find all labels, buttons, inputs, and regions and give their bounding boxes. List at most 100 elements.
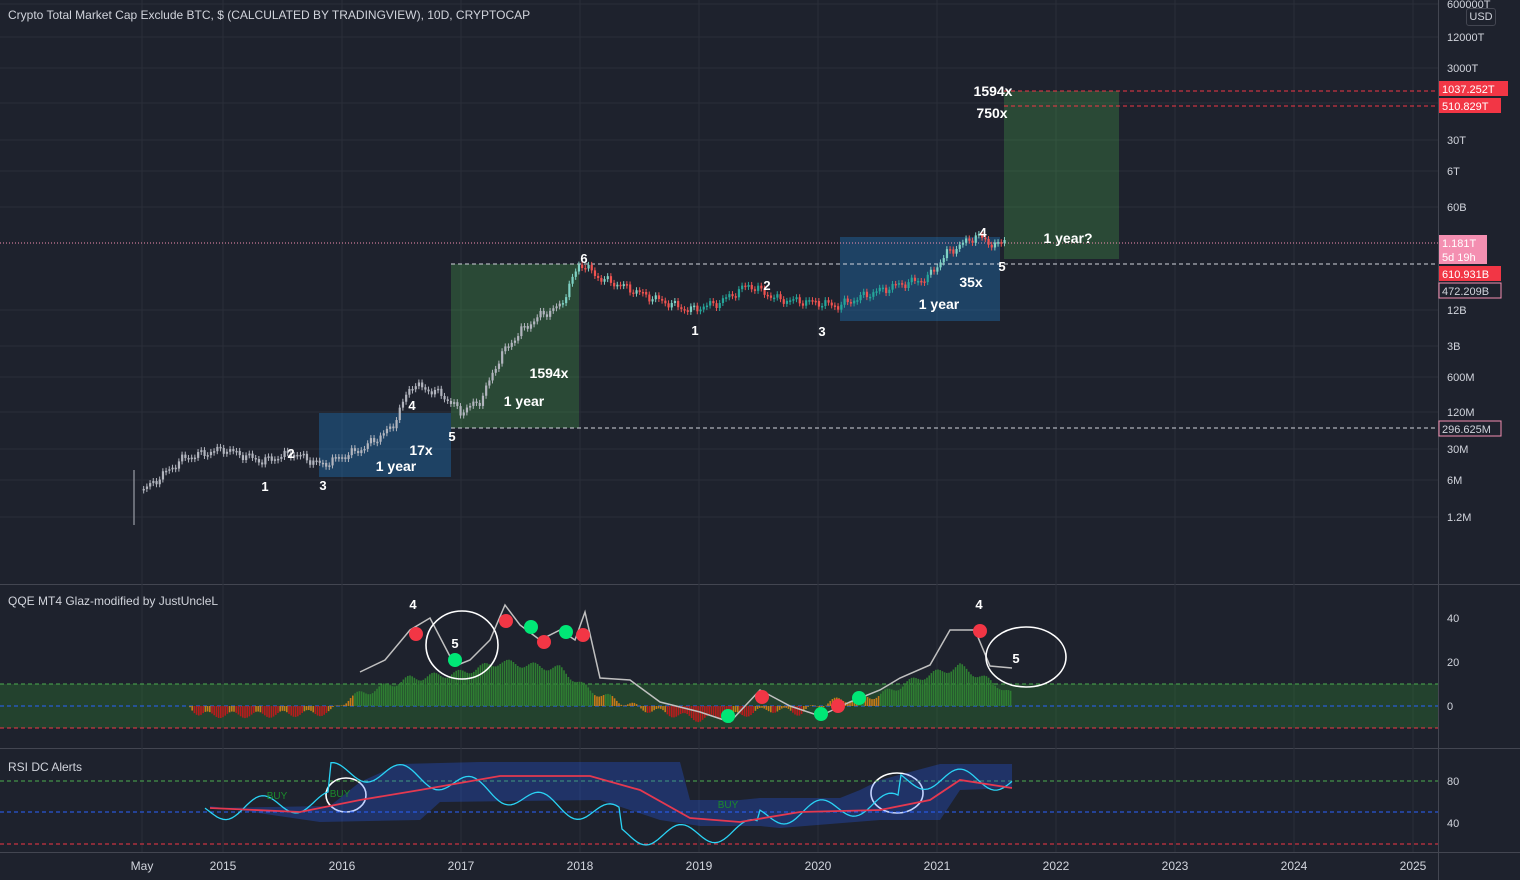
candle-body bbox=[539, 310, 542, 318]
candle-body bbox=[536, 317, 539, 322]
price-axis-label bbox=[1439, 98, 1501, 113]
wave-annotation: 6 bbox=[580, 251, 587, 266]
candle-body bbox=[446, 399, 449, 401]
highlight-circle bbox=[985, 626, 1067, 688]
candle-body bbox=[603, 279, 606, 282]
candle-body bbox=[805, 300, 808, 306]
candle-body bbox=[469, 405, 472, 408]
chart-title: Crypto Total Market Cap Exclude BTC, $ (… bbox=[8, 8, 531, 22]
candle-body bbox=[142, 488, 145, 491]
qqe-line bbox=[359, 603, 1013, 723]
candle-body bbox=[305, 453, 309, 461]
price-axis-label bbox=[1439, 266, 1501, 281]
candle-body bbox=[837, 306, 840, 310]
candle-body bbox=[264, 457, 267, 465]
candle-body bbox=[417, 382, 421, 387]
candle-body bbox=[481, 395, 485, 406]
candle-body bbox=[459, 406, 462, 416]
candle-body bbox=[181, 454, 184, 462]
candle-body bbox=[885, 287, 888, 294]
candle-body bbox=[945, 249, 949, 259]
currency-badge[interactable]: USD bbox=[1466, 8, 1496, 26]
candle-body bbox=[709, 301, 712, 306]
qqe-signal-dot bbox=[537, 635, 551, 649]
candle-body bbox=[779, 294, 782, 300]
candle-body bbox=[337, 457, 341, 459]
candle-body bbox=[475, 401, 478, 404]
candle-body bbox=[651, 299, 654, 302]
candle-body bbox=[229, 449, 232, 452]
candle-body bbox=[241, 455, 245, 461]
measure-box-blue bbox=[840, 237, 1000, 321]
candle-body bbox=[353, 448, 357, 451]
qqe-signal-dot bbox=[721, 709, 735, 723]
candle-body bbox=[888, 289, 891, 294]
candle-body bbox=[593, 270, 597, 276]
wave-annotation: 1594x bbox=[530, 365, 569, 381]
candle-body bbox=[510, 342, 513, 347]
candle-body bbox=[584, 267, 587, 270]
candle-body bbox=[171, 467, 174, 470]
candle-body bbox=[587, 264, 590, 269]
wave-annotation: 3 bbox=[319, 478, 326, 493]
wave-annotation: 1 bbox=[691, 323, 698, 338]
qqe-annotation: 5 bbox=[451, 636, 458, 651]
y-tick-label: 12B bbox=[1447, 305, 1467, 317]
qqe-signal-dot bbox=[755, 690, 769, 704]
candle-body bbox=[645, 291, 648, 295]
qqe-annotation: 5 bbox=[1012, 651, 1019, 666]
qqe-signal-dot bbox=[448, 653, 462, 667]
candle-body bbox=[702, 306, 705, 310]
candle-body bbox=[648, 294, 651, 302]
candle-body bbox=[152, 481, 155, 484]
candle-body bbox=[789, 300, 792, 302]
candle-body bbox=[315, 460, 318, 463]
candle-body bbox=[705, 305, 709, 308]
candle-body bbox=[430, 391, 433, 395]
candle-body bbox=[856, 300, 859, 302]
candle-body bbox=[862, 291, 865, 295]
candle-body bbox=[309, 460, 312, 465]
candle-body bbox=[331, 457, 334, 466]
candle-body bbox=[904, 284, 907, 288]
x-tick-label: 2016 bbox=[329, 859, 356, 873]
candle-body bbox=[254, 457, 257, 460]
candle-body bbox=[405, 394, 408, 402]
measure-box-blue bbox=[319, 413, 451, 477]
price-axis-label-text: 510.829T bbox=[1442, 101, 1489, 113]
candle-body bbox=[373, 438, 376, 443]
wave-annotation: 17x bbox=[409, 442, 433, 458]
candle-body bbox=[750, 284, 753, 290]
rsi-buy-label: BUY bbox=[267, 791, 288, 802]
price-axis-label bbox=[1439, 235, 1487, 250]
candle-body bbox=[270, 456, 273, 461]
candle-body bbox=[462, 412, 465, 416]
qqe-pane-title: QQE MT4 Glaz-modified by JustUncleL bbox=[8, 594, 219, 608]
candle-body bbox=[712, 301, 715, 304]
price-axis-label-text: 296.625M bbox=[1442, 424, 1491, 436]
candle-body bbox=[542, 310, 545, 315]
price-axis-label-text: 1.181T bbox=[1442, 238, 1477, 250]
y-tick-label: 3000T bbox=[1447, 63, 1478, 75]
candle-body bbox=[216, 446, 219, 452]
candle-body bbox=[545, 314, 549, 317]
candle-body bbox=[763, 288, 766, 295]
candle-body bbox=[597, 275, 600, 278]
candle-body bbox=[395, 420, 398, 429]
candle-body bbox=[865, 291, 869, 298]
candle-body bbox=[526, 326, 529, 329]
candle-body bbox=[203, 450, 206, 456]
candle-body bbox=[392, 426, 395, 429]
wave-annotation: 1 year bbox=[919, 296, 960, 312]
candle-body bbox=[232, 449, 235, 452]
candle-body bbox=[261, 462, 264, 465]
candle-body bbox=[827, 300, 830, 303]
y-tick-label: 600M bbox=[1447, 372, 1475, 384]
candle-body bbox=[590, 264, 593, 271]
candle-body bbox=[830, 302, 833, 306]
rsi-y-tick: 40 bbox=[1447, 818, 1459, 830]
wave-annotation: 750x bbox=[976, 105, 1007, 121]
candle-body bbox=[513, 340, 517, 343]
price-axis-label-text: 1037.252T bbox=[1442, 84, 1495, 96]
